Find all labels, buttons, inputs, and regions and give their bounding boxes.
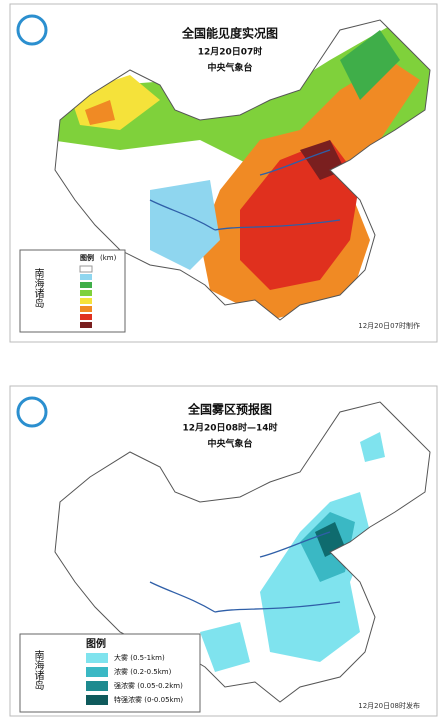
legend-label: 浓雾 (0.2-0.5km) [114, 667, 172, 676]
map-time: 12月20日07时 [198, 46, 263, 58]
legend-swatch [86, 667, 108, 677]
legend-title: 图例 [86, 637, 106, 650]
river [149, 531, 341, 613]
legend-title: 图例 [80, 253, 94, 262]
legend-box [19, 633, 201, 713]
legend-swatches [79, 265, 93, 328]
legend-label: 大雾 (0.5-1km) [114, 653, 165, 662]
river [149, 149, 341, 231]
legend-swatch [86, 653, 108, 663]
legend-box [19, 249, 126, 333]
inset-label: 南海诸岛 [32, 649, 44, 691]
legend-swatch [86, 681, 108, 691]
logo [16, 396, 48, 428]
map-title: 全国雾区预报图 [187, 402, 272, 417]
map-title: 全国能见度实况图 [181, 26, 278, 41]
legend-swatch [86, 695, 108, 705]
legend-items: 大雾 (0.5-1km) 浓雾 (0.2-0.5km) 强浓雾 (0.05-0.2k… [86, 653, 183, 705]
legend-label: 强浓雾 (0.05-0.2km) [114, 681, 183, 690]
inset-label: 南海诸岛 [32, 267, 44, 309]
map-time: 12月20日08时—14时 [182, 422, 277, 434]
fog-shading [200, 432, 385, 672]
visibility-map-panel: 全国能见度实况图 12月20日07时 中央气象台 南海诸岛 图例 (km) 12… [9, 3, 438, 343]
legend-label: 特强浓雾 (0-0.05km) [114, 695, 183, 704]
footer: 12月20日08时发布 [358, 701, 420, 710]
map-issuer: 中央气象台 [207, 62, 252, 74]
logo [16, 14, 48, 46]
map-issuer: 中央气象台 [207, 438, 252, 450]
fog-forecast-panel: 全国雾区预报图 12月20日08时—14时 中央气象台 南海诸岛 图例 大雾 (… [9, 385, 438, 717]
footer: 12月20日07时制作 [358, 321, 420, 330]
legend-unit: (km) [100, 254, 117, 262]
